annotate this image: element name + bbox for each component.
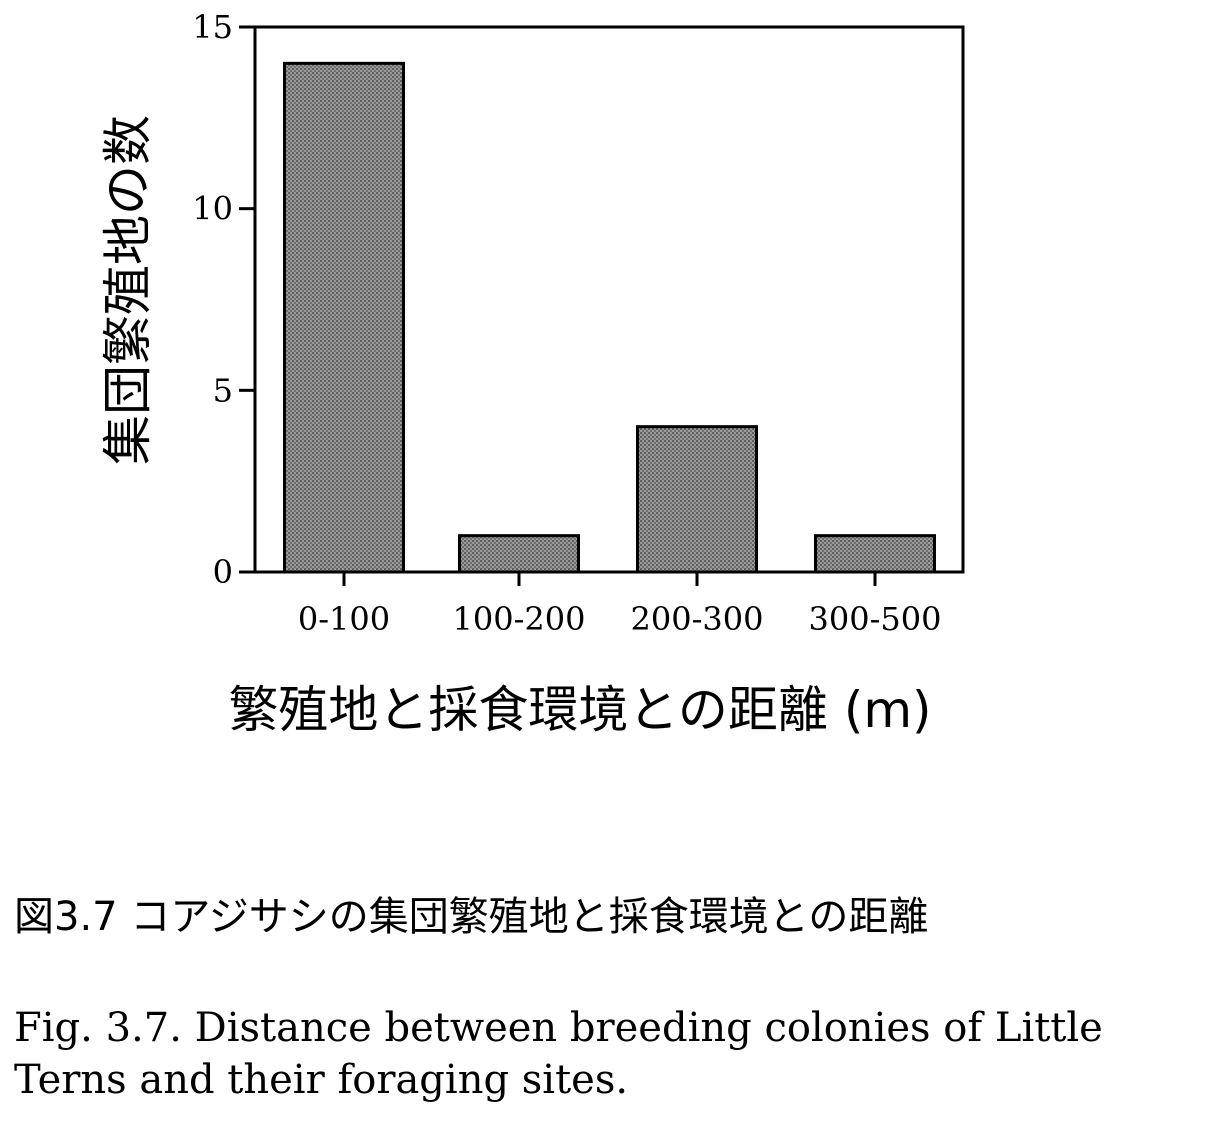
x-tick-label: 300-500 <box>809 600 942 638</box>
figure-caption-japanese: 図3.7 コアジサシの集団繁殖地と採食環境との距離 <box>14 894 929 940</box>
x-axis-title: 繁殖地と採食環境との距離 (m) <box>228 681 931 739</box>
x-tick-label: 200-300 <box>631 600 764 638</box>
axes-layer: 0 5 10 15 0-100 100-200 200-300 300-500 <box>192 8 965 638</box>
y-tick-label: 15 <box>192 8 233 46</box>
bar-100-200 <box>458 534 580 574</box>
bar-300-500 <box>814 534 936 574</box>
y-tick-label: 10 <box>192 190 233 228</box>
y-tick-label: 5 <box>213 371 233 409</box>
x-tick-label: 100-200 <box>453 600 586 638</box>
bar-0-100 <box>283 61 405 574</box>
y-axis-title: 集団繁殖地の数 <box>99 115 157 465</box>
figure-caption-english: Fig. 3.7. Distance between breeding colo… <box>14 1005 1103 1103</box>
bars-layer <box>283 61 936 574</box>
x-tick-label: 0-100 <box>298 600 390 638</box>
bar-200-300 <box>636 425 758 574</box>
plot-frame <box>253 25 965 574</box>
bar-chart: 0 5 10 15 0-100 100-200 200-300 300-500 集団繁殖地の数… <box>99 8 965 739</box>
y-tick-label: 0 <box>213 553 233 591</box>
